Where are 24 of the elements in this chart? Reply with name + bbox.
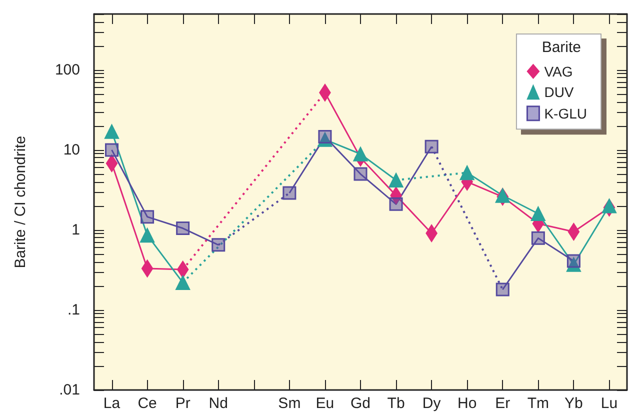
x-tick-label: Ho — [458, 395, 477, 412]
y-axis-title: Barite / CI chondrite — [12, 136, 29, 268]
legend-label: VAG — [544, 63, 573, 80]
y-tick-label: 10 — [63, 141, 80, 158]
x-tick-label: Yb — [564, 395, 583, 412]
y-tick-label: .1 — [67, 301, 80, 318]
x-tick-label: Eu — [316, 395, 334, 412]
x-tick-label: Pr — [175, 395, 190, 412]
legend-label: K-GLU — [544, 105, 588, 122]
x-tick-label: Gd — [350, 395, 371, 412]
x-tick-label: Tm — [527, 395, 550, 412]
x-tick-label: Sm — [278, 395, 301, 412]
y-tick-label: 100 — [54, 61, 80, 78]
x-tick-label: Dy — [422, 395, 442, 412]
legend-label: DUV — [544, 84, 574, 100]
y-tick-label: 1 — [72, 221, 80, 238]
x-tick-label: Tb — [387, 395, 405, 412]
x-tick-label: Ce — [138, 395, 157, 412]
x-tick-label: La — [103, 395, 121, 412]
y-tick-label: .01 — [59, 382, 80, 398]
x-tick-label: Nd — [208, 395, 228, 412]
legend-title: Barite — [542, 39, 582, 56]
x-tick-label: Er — [495, 395, 510, 412]
x-tick-label: Lu — [600, 395, 618, 412]
